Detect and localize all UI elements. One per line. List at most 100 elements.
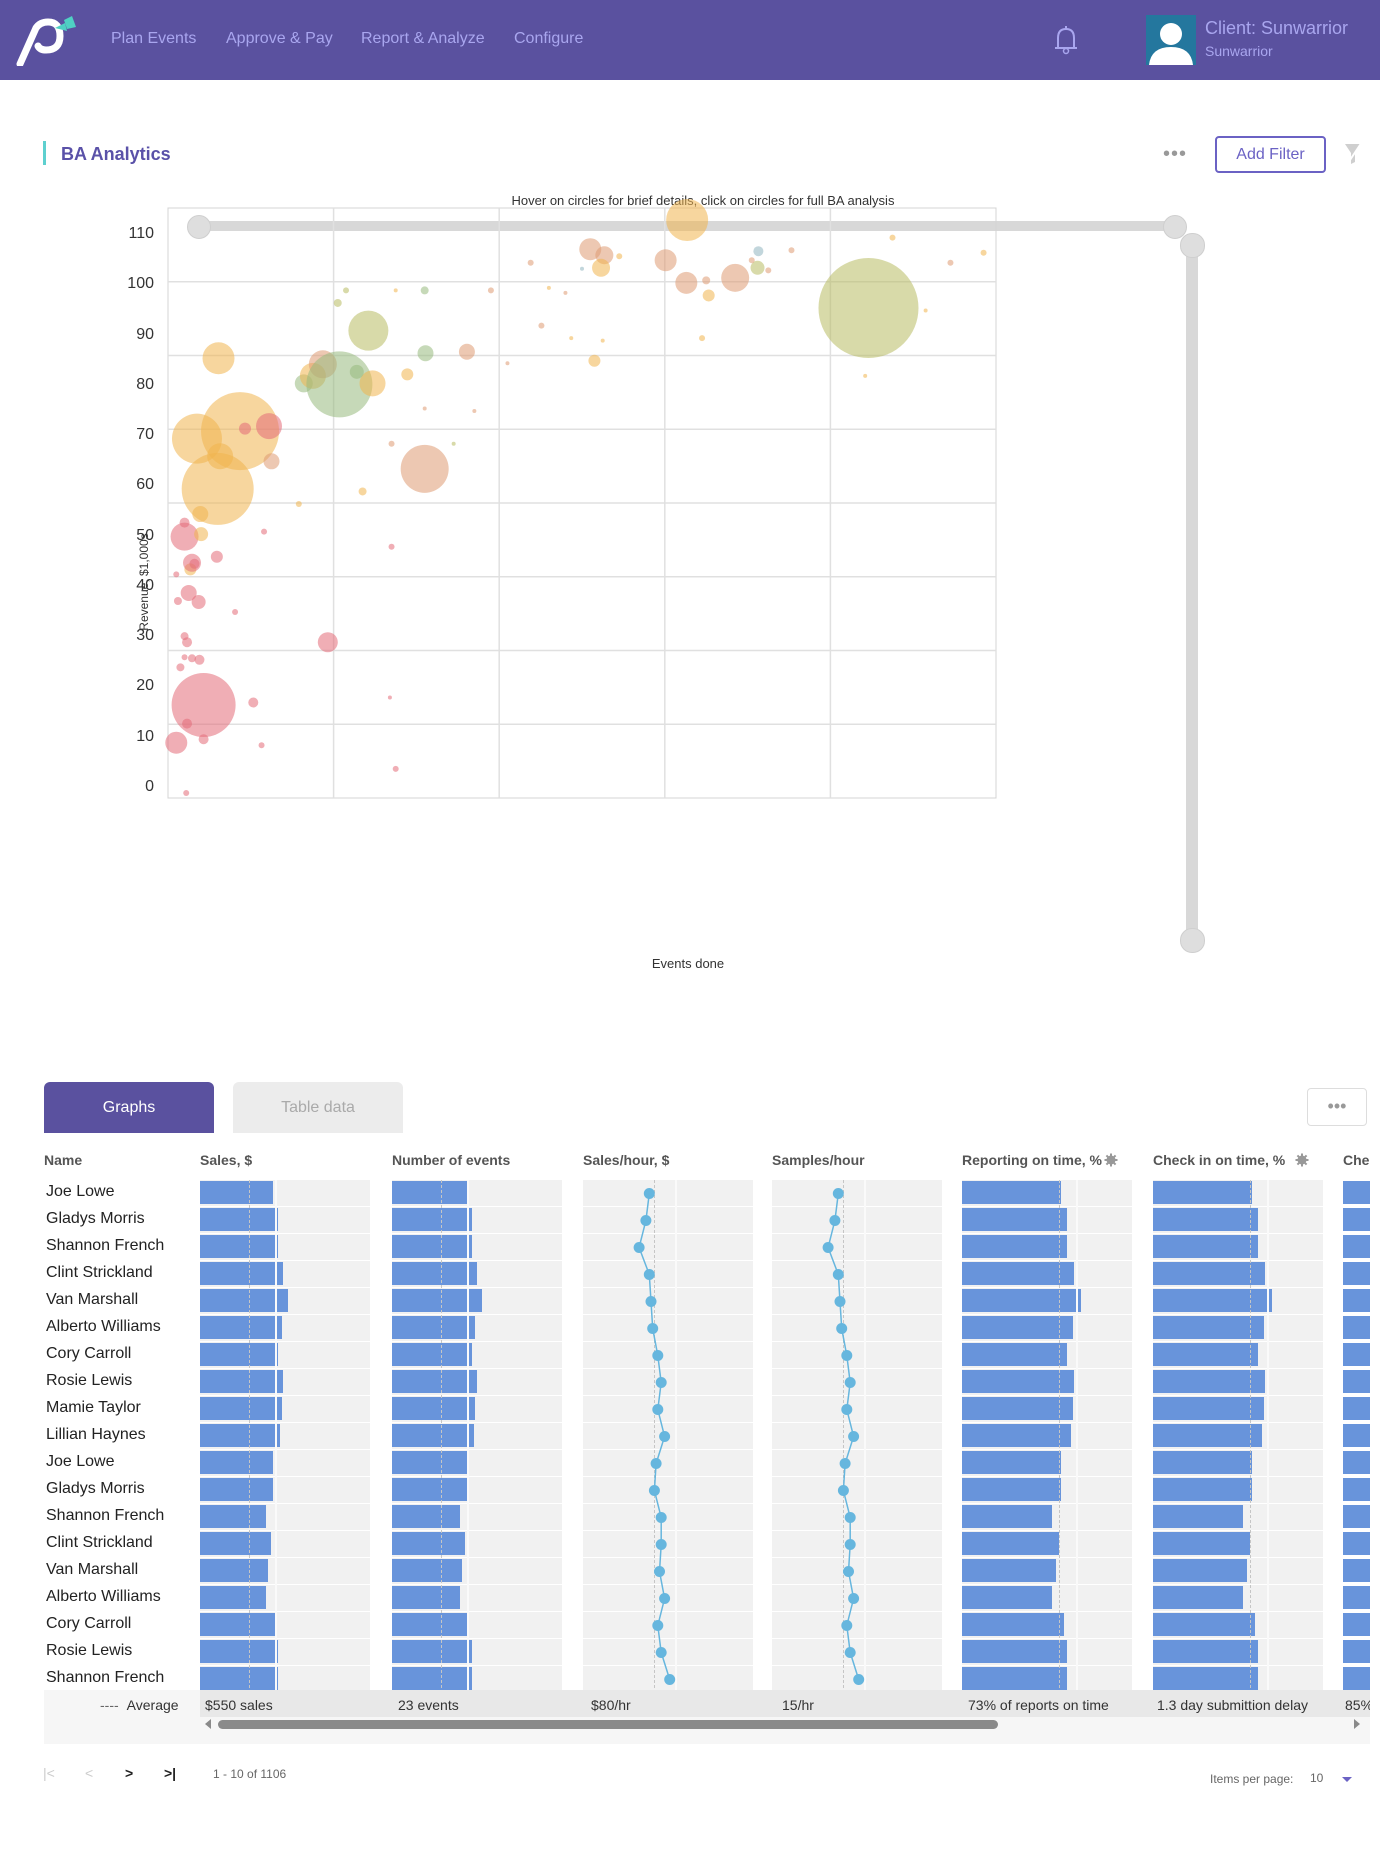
sparkline-point[interactable]	[853, 1674, 865, 1685]
sparkline-point[interactable]	[843, 1566, 854, 1577]
bubble-point[interactable]	[400, 444, 449, 493]
bubble-point[interactable]	[699, 335, 706, 342]
bubble-point[interactable]	[295, 501, 302, 508]
table-bar-events[interactable]	[392, 1667, 472, 1690]
scroll-right-arrow-icon[interactable]	[1354, 1719, 1360, 1729]
row-name[interactable]: Van Marshall	[46, 1561, 139, 1578]
table-bar-checkin[interactable]	[1153, 1532, 1250, 1555]
bubble-point[interactable]	[675, 271, 698, 294]
table-bar-next[interactable]	[1343, 1559, 1370, 1582]
table-bar-checkin[interactable]	[1153, 1397, 1264, 1420]
last-page-button[interactable]: >|	[164, 1765, 177, 1781]
bell-icon[interactable]	[1052, 24, 1080, 56]
table-bar-reporting[interactable]	[962, 1424, 1071, 1447]
sparkline-point[interactable]	[837, 1485, 849, 1496]
table-bar-next[interactable]	[1343, 1478, 1370, 1501]
row-name[interactable]: Shannon French	[46, 1669, 165, 1686]
sparkline-point[interactable]	[655, 1647, 667, 1658]
sparkline-point[interactable]	[829, 1215, 841, 1226]
row-name[interactable]: Gladys Morris	[46, 1480, 145, 1497]
bubble-point[interactable]	[176, 663, 185, 672]
sparkline-point[interactable]	[633, 1242, 645, 1253]
column-header-sales_hour[interactable]: Sales/hour, $	[583, 1152, 670, 1168]
table-bar-sales[interactable]	[200, 1586, 266, 1609]
sparkline-point[interactable]	[645, 1296, 657, 1307]
sparkline-point[interactable]	[841, 1350, 853, 1361]
table-bar-events[interactable]	[392, 1370, 477, 1393]
table-bar-checkin[interactable]	[1153, 1343, 1258, 1366]
table-bar-reporting[interactable]	[962, 1370, 1074, 1393]
y-range-handle-max[interactable]	[1180, 233, 1205, 258]
row-name[interactable]: Mamie Taylor	[46, 1399, 141, 1416]
bubble-point[interactable]	[165, 731, 188, 754]
sparkline-point[interactable]	[664, 1674, 676, 1685]
bubble-point[interactable]	[569, 336, 574, 341]
bubble-point[interactable]	[189, 558, 200, 569]
table-bar-sales[interactable]	[200, 1397, 282, 1420]
bubble-point[interactable]	[748, 257, 755, 264]
bubble-point[interactable]	[173, 571, 180, 578]
table-bar-events[interactable]	[392, 1235, 472, 1258]
bubble-point[interactable]	[348, 310, 389, 351]
sparkline-point[interactable]	[659, 1431, 671, 1442]
bubble-point[interactable]	[317, 632, 338, 653]
items-per-page-dropdown-icon[interactable]	[1342, 1777, 1352, 1782]
sparkline-point[interactable]	[836, 1323, 848, 1334]
table-bar-sales[interactable]	[200, 1316, 282, 1339]
column-header-sales[interactable]: Sales, $	[200, 1152, 253, 1168]
brand-logo[interactable]	[14, 14, 78, 66]
bubble-point[interactable]	[359, 370, 386, 397]
table-bar-events[interactable]	[392, 1289, 482, 1312]
table-bar-checkin[interactable]	[1153, 1181, 1252, 1204]
bubble-point[interactable]	[263, 453, 280, 470]
sparkline-point[interactable]	[844, 1647, 856, 1658]
bubble-point[interactable]	[401, 368, 414, 381]
table-bar-sales[interactable]	[200, 1613, 275, 1636]
bubble-point[interactable]	[181, 654, 188, 661]
bubble-point[interactable]	[580, 266, 584, 271]
bubble-point[interactable]	[666, 199, 709, 242]
table-bar-reporting[interactable]	[962, 1397, 1073, 1420]
table-bar-sales[interactable]	[200, 1451, 273, 1474]
sparkline-point[interactable]	[841, 1404, 853, 1415]
client-title[interactable]: Client: Sunwarrior	[1205, 18, 1349, 38]
bubble-point[interactable]	[600, 338, 605, 343]
bubble-point[interactable]	[258, 742, 265, 749]
table-bar-sales[interactable]	[200, 1289, 288, 1312]
scroll-left-arrow-icon[interactable]	[205, 1719, 211, 1729]
x-range-handle-max[interactable]	[1163, 215, 1187, 239]
table-bar-reporting[interactable]	[962, 1451, 1061, 1474]
column-header-reporting[interactable]: Reporting on time, %	[962, 1152, 1102, 1168]
x-range-handle-min[interactable]	[187, 215, 211, 239]
bubble-point[interactable]	[387, 695, 392, 700]
sparkline-point[interactable]	[640, 1215, 652, 1226]
table-bar-checkin[interactable]	[1153, 1451, 1252, 1474]
column-header-samples_hour[interactable]: Samples/hour	[772, 1152, 865, 1168]
row-name[interactable]: Shannon French	[46, 1507, 165, 1524]
bubble-point[interactable]	[392, 765, 399, 772]
bubble-point[interactable]	[588, 354, 601, 367]
table-bar-sales[interactable]	[200, 1640, 278, 1663]
table-bar-checkin[interactable]	[1153, 1370, 1265, 1393]
table-bar-sales[interactable]	[200, 1343, 278, 1366]
bubble-point[interactable]	[472, 409, 477, 414]
sparkline-point[interactable]	[654, 1566, 665, 1577]
table-bar-next[interactable]	[1343, 1613, 1370, 1636]
sparkline-point[interactable]	[659, 1593, 671, 1604]
row-name[interactable]: Gladys Morris	[46, 1210, 145, 1227]
table-more-button[interactable]: •••	[1307, 1088, 1367, 1126]
table-bar-reporting[interactable]	[962, 1343, 1067, 1366]
table-bar-checkin[interactable]	[1153, 1478, 1252, 1501]
bubble-point[interactable]	[616, 253, 623, 260]
table-bar-reporting[interactable]	[962, 1505, 1052, 1528]
table-bar-reporting[interactable]	[962, 1316, 1073, 1339]
table-bar-next[interactable]	[1343, 1208, 1370, 1231]
bubble-point[interactable]	[198, 734, 209, 745]
table-bar-next[interactable]	[1343, 1586, 1370, 1609]
bubble-point[interactable]	[980, 249, 987, 256]
nav-configure[interactable]: Configure	[514, 30, 584, 47]
table-bar-checkin[interactable]	[1153, 1667, 1258, 1690]
bubble-point[interactable]	[170, 522, 199, 551]
table-bar-sales[interactable]	[200, 1667, 278, 1690]
bubble-point[interactable]	[194, 654, 205, 665]
